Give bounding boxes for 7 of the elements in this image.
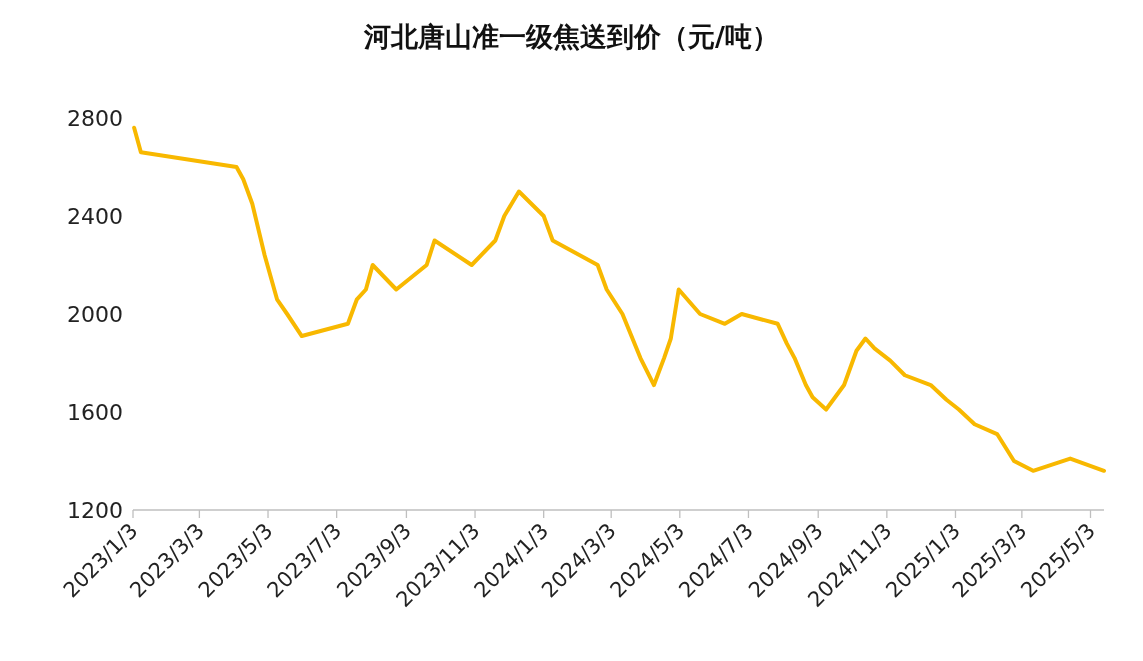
y-tick-label: 1200 — [67, 498, 123, 523]
y-tick-label: 1600 — [67, 400, 123, 425]
y-tick-label: 2400 — [67, 204, 123, 229]
y-tick-label: 2000 — [67, 302, 123, 327]
chart-title: 河北唐山准一级焦送到价（元/吨） — [363, 21, 779, 52]
line-series — [132, 125, 1106, 473]
y-tick-label: 2800 — [67, 106, 123, 131]
